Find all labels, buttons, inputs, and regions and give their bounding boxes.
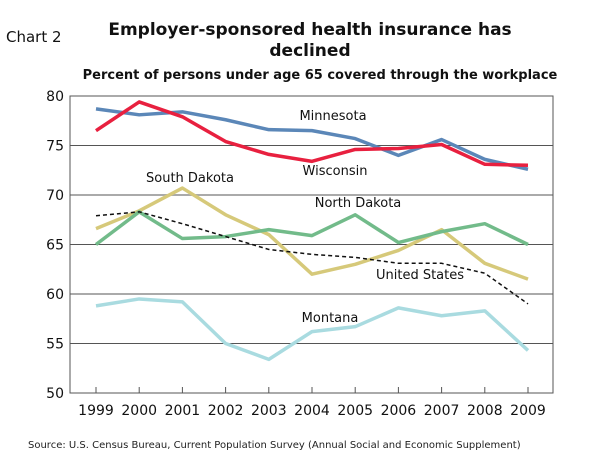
y-tick-label: 75 xyxy=(46,139,64,155)
x-tick-label: 2009 xyxy=(510,403,546,419)
x-tick-label: 2008 xyxy=(467,403,503,419)
series-label: Minnesota xyxy=(299,109,366,124)
source-note: Source: U.S. Census Bureau, Current Popu… xyxy=(28,440,521,451)
series-label: Montana xyxy=(302,311,359,326)
chart-title: Employer-sponsored health insurance has … xyxy=(108,20,512,61)
y-tick-label: 70 xyxy=(46,188,64,204)
y-tick-label: 55 xyxy=(46,337,64,353)
x-tick-label: 2005 xyxy=(337,403,373,419)
y-tick-label: 80 xyxy=(46,89,64,105)
x-tick-label: 2006 xyxy=(381,403,417,419)
chart-number: Chart 2 xyxy=(6,28,62,46)
x-tick-label: 2004 xyxy=(294,403,330,419)
series-line-montana xyxy=(95,297,530,362)
series-line-united-states xyxy=(95,211,529,305)
x-tick-label: 1999 xyxy=(78,403,114,419)
x-tick-label: 2007 xyxy=(424,403,460,419)
y-tick-label: 50 xyxy=(46,386,64,402)
series-line-south-dakota xyxy=(95,186,529,281)
series-label: Wisconsin xyxy=(303,164,368,179)
x-tick-label: 2003 xyxy=(251,403,287,419)
series-line-north-dakota xyxy=(94,210,529,247)
series-label: United States xyxy=(376,268,464,283)
series-label: North Dakota xyxy=(315,196,402,211)
x-tick-label: 2001 xyxy=(165,403,201,419)
x-tick-label: 2002 xyxy=(208,403,244,419)
y-tick-label: 60 xyxy=(46,287,64,303)
x-tick-label: 2000 xyxy=(121,403,157,419)
y-tick-label: 65 xyxy=(46,238,64,254)
series-line-wisconsin xyxy=(95,100,529,168)
chart-subtitle: Percent of persons under age 65 covered … xyxy=(82,68,558,83)
series-label: South Dakota xyxy=(146,171,234,186)
